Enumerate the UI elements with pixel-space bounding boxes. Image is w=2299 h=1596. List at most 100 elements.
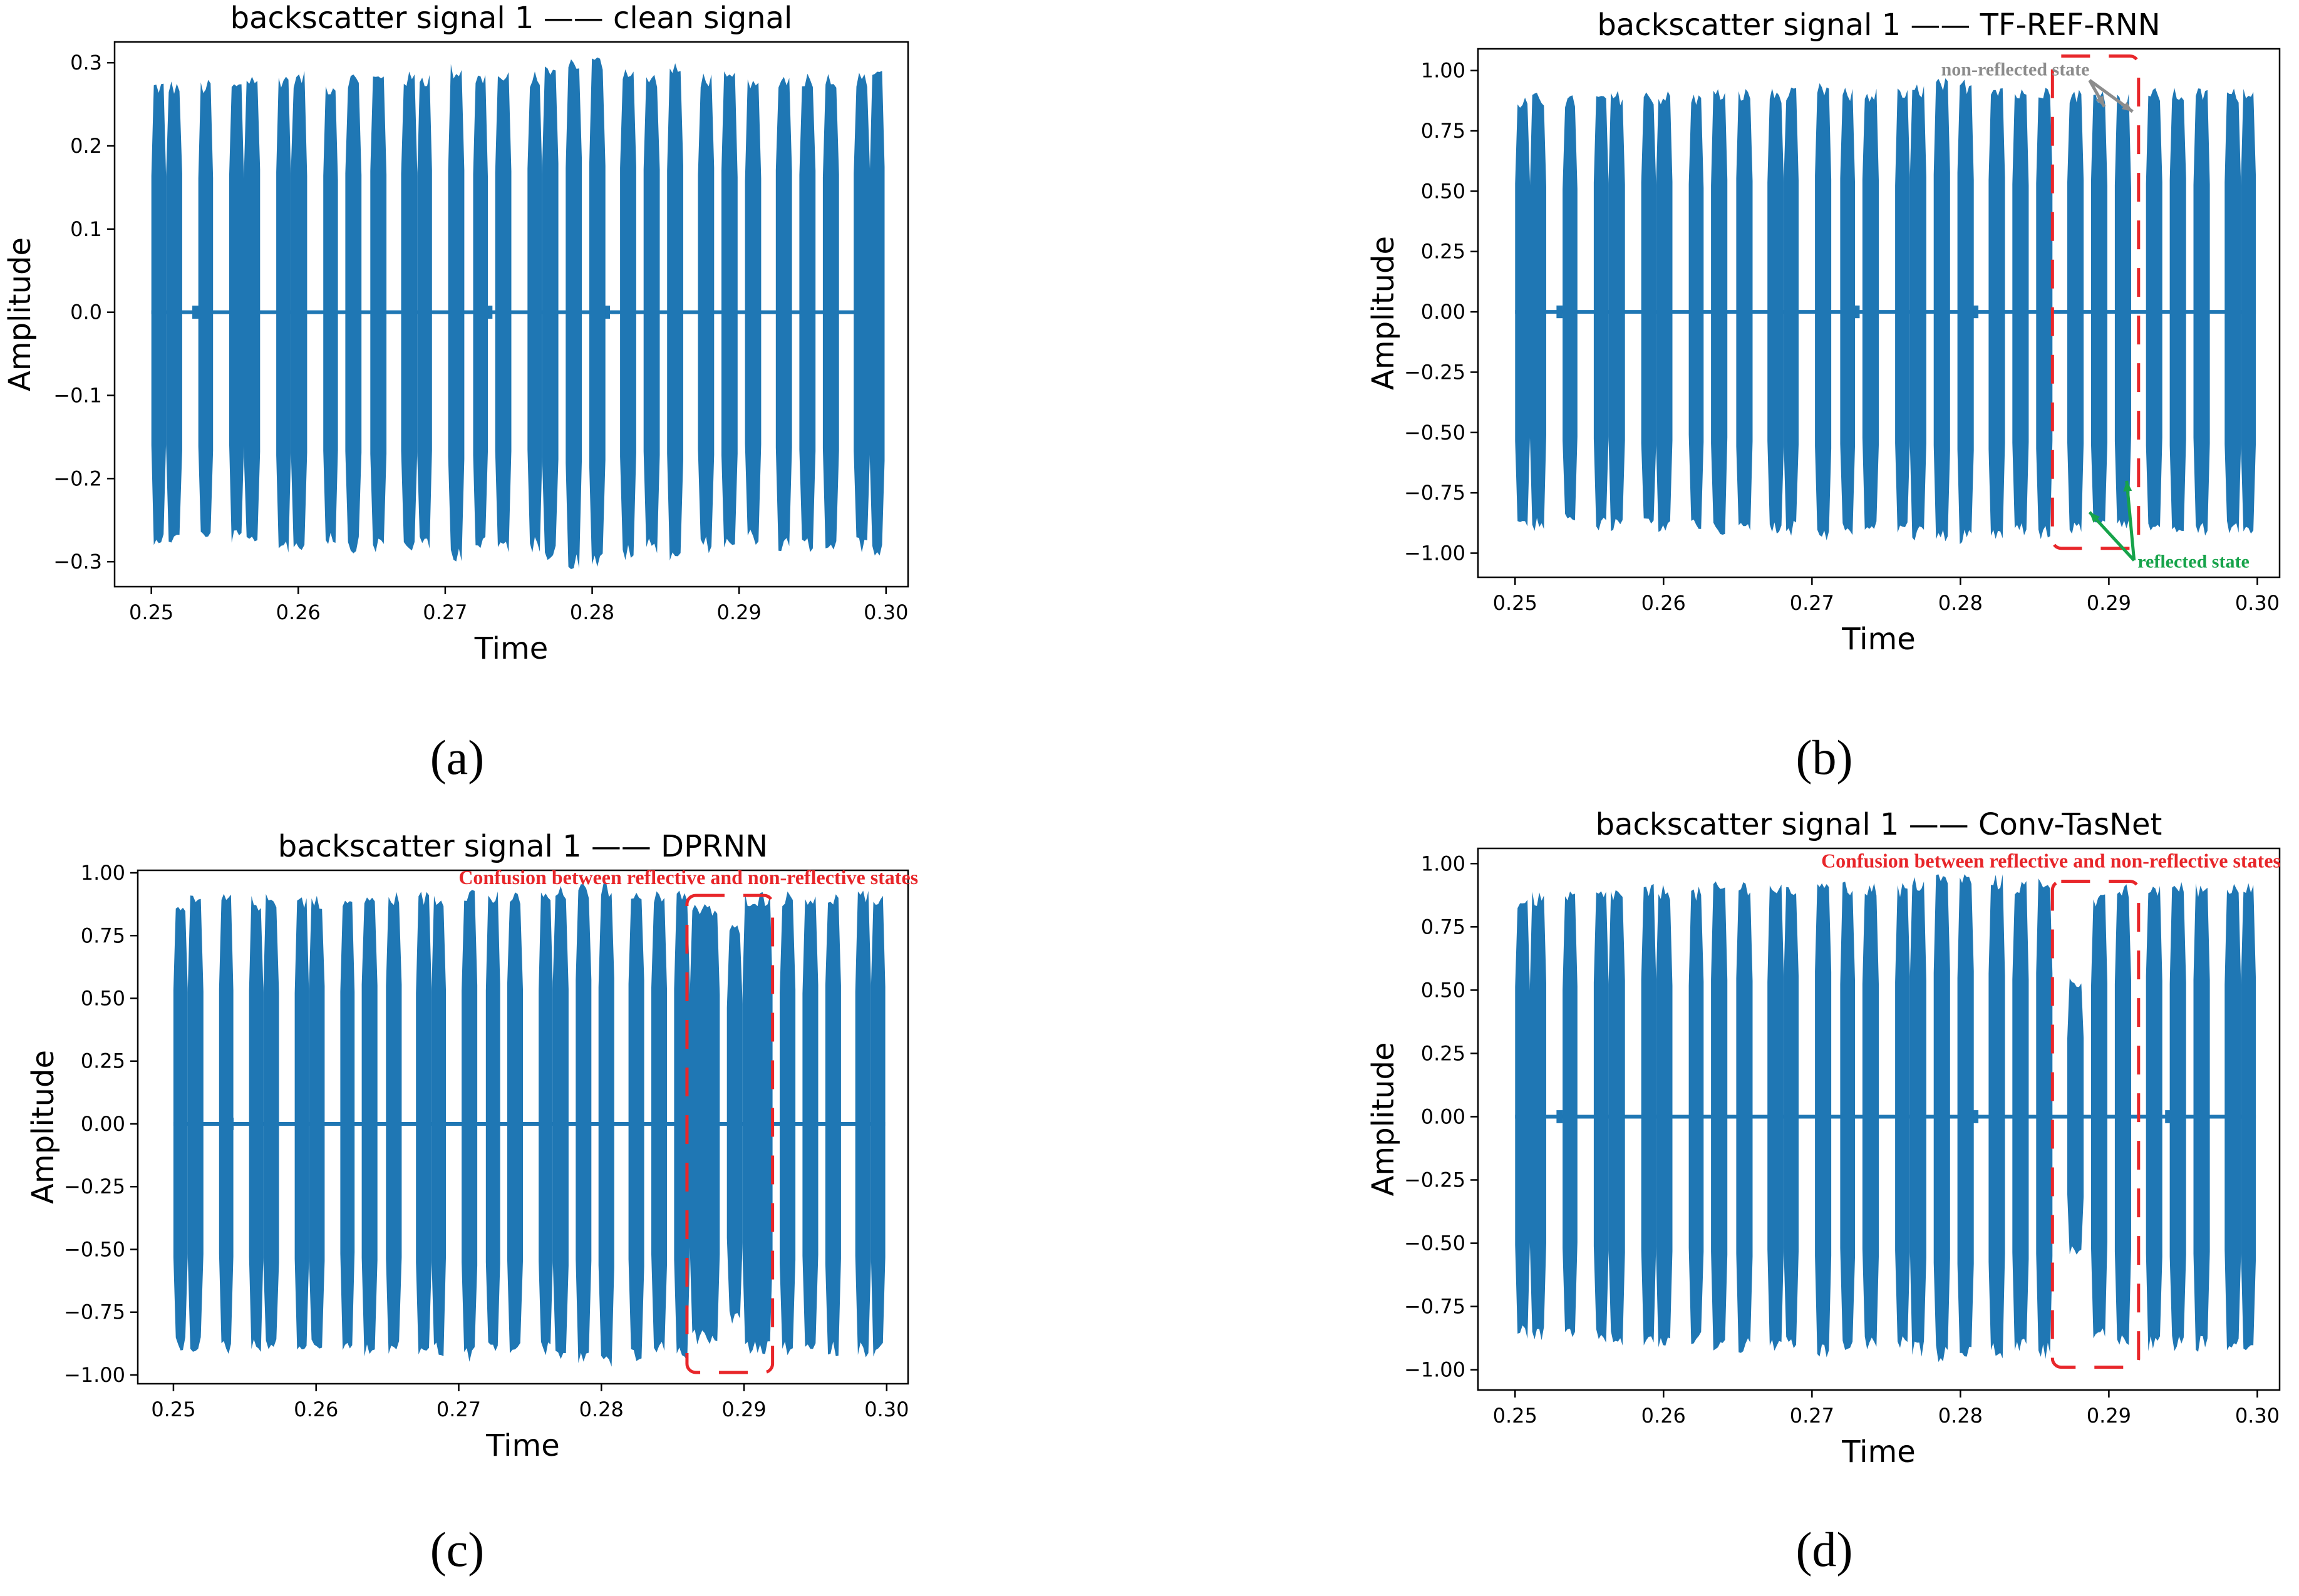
signal-burst [539,892,553,1356]
y-tick-label: −0.1 [53,384,102,408]
signal-burst [1909,877,1926,1357]
signal-burst [620,69,636,560]
signal-burst [1895,88,1910,533]
signal-burst [742,892,773,1354]
y-axis-label-d: Amplitude [1366,1043,1401,1197]
signal-burst [1862,883,1879,1350]
signal-burst [1957,80,1974,545]
y-tick-label: 0.3 [70,51,102,75]
annotation-dashed-box [2050,880,2141,1369]
signal-burst [2114,93,2131,528]
panel-label-c: (c) [430,1522,485,1577]
signal-burst [1933,874,1950,1362]
signal-burst [643,75,660,553]
signal-burst [552,886,569,1359]
baseline-blip [604,306,611,319]
y-tick-label: 0.0 [70,301,102,324]
signal-burst [799,73,816,552]
annotation-arrow [2125,480,2136,561]
x-tick-label: 0.30 [2235,591,2280,615]
y-tick-label: 0.00 [81,1112,125,1136]
y-tick-label: 1.00 [81,861,125,885]
y-tick-label: 0.75 [81,924,125,947]
signal-burst [2012,89,2029,535]
signal-burst [871,895,886,1357]
signal-burst [2091,894,2107,1339]
x-axis-label-d: Time [1841,1434,1915,1470]
signal-burst [674,890,690,1361]
y-tick-label: −0.75 [1404,1295,1465,1319]
baseline-blip [1853,305,1860,319]
signal-burst [1767,884,1784,1351]
y-tick-label: −0.25 [1404,360,1465,384]
signal-burst [527,71,542,553]
signal-burst [2169,88,2186,533]
y-tick-label: 0.25 [81,1049,125,1073]
y-tick-label: 0.1 [70,217,102,241]
signal-burst [2146,88,2162,531]
chart-title-c: backscatter signal 1 —— DPRNN [278,829,768,864]
signal-burst [263,893,279,1349]
signal-burst [726,925,743,1324]
signal-burst [1862,88,1879,530]
signal-burst [1641,883,1656,1346]
signal-burst [485,891,500,1351]
signal-burst [598,882,614,1367]
signal-burst [173,907,188,1351]
y-tick-label: 0.25 [1421,240,1465,264]
signal-burst [745,80,762,545]
y-tick-label: 1.00 [1421,59,1465,83]
signal-burst [416,892,432,1355]
signal-burst [698,73,715,553]
signal-burst [854,73,870,553]
axes-frame-b [1477,48,2281,579]
signal-burst [2036,88,2053,540]
signal-burst [386,892,402,1354]
x-axis-label-b: Time [1841,622,1915,657]
x-tick-label: 0.25 [151,1398,195,1421]
signal-burst [462,890,478,1362]
chart-title-d: backscatter signal 1 —— Conv-TasNet [1596,807,2162,842]
y-tick-label: 0.00 [1421,1104,1465,1128]
x-axis-label-a: Time [474,631,548,666]
x-tick-label: 0.27 [1790,1404,1834,1428]
signal-burst [151,83,167,545]
signal-burst [2241,88,2256,534]
signal-burst [417,75,432,549]
signal-burst [2193,88,2210,536]
y-tick-label: −0.3 [53,550,102,574]
chart-panel-d: 0.25 0.26 0.27 0.28 0.29 0.30 −1.00 −0.75 −0.50 −… [1366,807,2281,1470]
x-tick-label: 0.30 [2235,1404,2280,1428]
signal-burst [1840,88,1856,535]
signal-burst [2224,883,2241,1351]
signal-burst [345,75,362,553]
signal-burst [1563,95,1578,521]
chart-panel-a: 0.25 0.26 0.27 0.28 0.29 0.30 −0.3 −0.2 −0.1 0.0 0… [3,1,909,666]
signal-burst [198,80,214,537]
signal-burst [1656,885,1673,1347]
baseline-blip [1556,305,1563,319]
y-axis-label-c: Amplitude [26,1050,61,1204]
y-tick-label: 0.50 [81,986,125,1010]
signal-burst [309,895,325,1349]
x-tick-label: 0.29 [2087,1404,2131,1428]
signal-burst [1608,890,1625,1346]
signal-burst [1909,84,1926,541]
signal-burst [249,896,264,1352]
plot-area-a [151,57,885,569]
plot-area-c [173,882,886,1367]
signal-burst [361,897,378,1357]
x-tick-label: 0.27 [1790,591,1834,615]
panel-label-d: (d) [1795,1522,1853,1577]
annotation-label: non-reflected state [1941,59,2090,80]
signal-burst [448,64,465,562]
signal-burst [1736,89,1753,531]
y-tick-label: −0.50 [64,1237,125,1261]
x-tick-label: 0.30 [864,600,908,624]
x-tick-label: 0.27 [437,1398,481,1421]
signal-burst [802,896,819,1349]
y-tick-label: −0.25 [64,1175,125,1198]
signal-burst [1736,882,1753,1353]
signal-burst [1515,97,1530,527]
